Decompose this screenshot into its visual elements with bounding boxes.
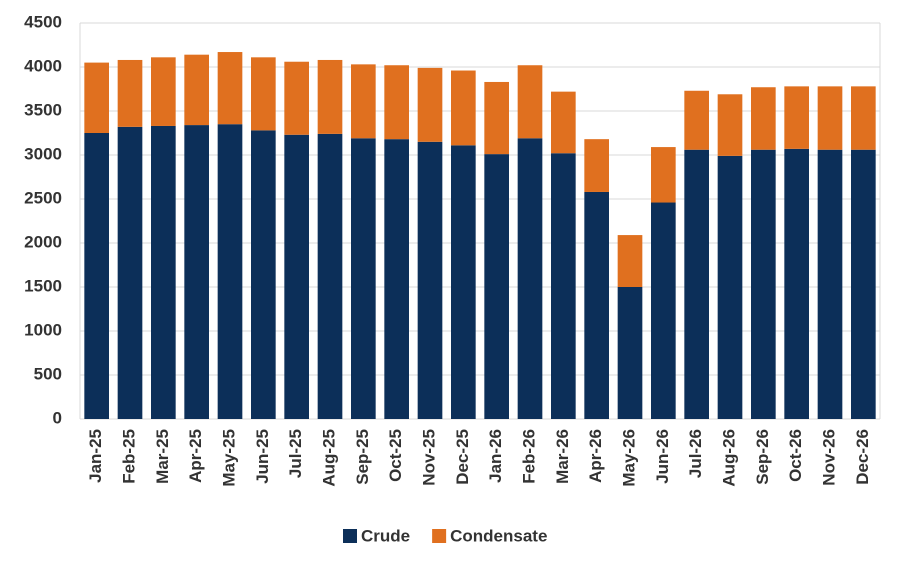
x-tick-label: Jul-25 — [286, 429, 305, 478]
x-tick-label: Feb-25 — [119, 429, 138, 484]
y-tick-label: 0 — [53, 408, 62, 427]
bar-segment — [417, 67, 443, 142]
x-tick-label: Dec-26 — [853, 429, 872, 485]
bar-segment — [284, 61, 309, 135]
bar-segment — [751, 149, 776, 419]
x-tick-label: Aug-26 — [719, 429, 738, 487]
legend-swatch — [432, 529, 447, 543]
bar-segment — [684, 90, 709, 150]
x-tick-label: Feb-26 — [519, 429, 538, 484]
bar-segment — [851, 86, 876, 150]
x-tick-label: May-25 — [219, 429, 238, 487]
bar-segment — [184, 54, 209, 126]
x-tick-label: Nov-26 — [819, 429, 838, 486]
x-tick-label: Jun-25 — [253, 429, 272, 484]
bar-segment — [284, 134, 309, 419]
bar-segment — [784, 148, 809, 419]
bar-segment — [584, 191, 609, 419]
x-tick-label: Jul-26 — [686, 429, 705, 478]
x-tick-label: Sep-25 — [353, 429, 372, 485]
bar-segment — [151, 57, 176, 126]
y-tick-label: 500 — [34, 364, 62, 383]
bar-segment — [251, 57, 276, 131]
legend-label: Condensate — [450, 526, 547, 545]
bar-segment — [417, 141, 443, 420]
bar-segment — [717, 94, 743, 156]
bar-segment — [484, 154, 509, 419]
x-tick-label: Jan-25 — [86, 429, 105, 483]
bar-segment — [317, 133, 343, 419]
bar-segment — [617, 287, 643, 419]
bar-segment — [851, 149, 876, 419]
bar-segment — [351, 138, 376, 419]
legend-swatch — [343, 529, 357, 543]
y-tick-label: 2000 — [24, 232, 62, 251]
bar-segment — [784, 86, 809, 149]
x-tick-label: Jan-26 — [486, 429, 505, 483]
y-tick-label: 3500 — [24, 100, 62, 119]
bar-segment — [84, 62, 109, 133]
x-tick-label: Sep-26 — [753, 429, 772, 485]
x-tick-label: Nov-25 — [419, 429, 438, 486]
bar-segment — [84, 133, 109, 419]
bar-segment — [717, 155, 743, 419]
bar-segment — [551, 91, 576, 154]
x-tick-label: Jun-26 — [653, 429, 672, 484]
y-tick-label: 4500 — [24, 12, 62, 31]
bar-segment — [384, 139, 409, 419]
x-tick-label: Mar-26 — [553, 429, 572, 484]
bar-segment — [117, 59, 143, 127]
bar-segment — [651, 147, 676, 203]
bar-segment — [217, 52, 243, 125]
x-tick-label: Oct-25 — [386, 429, 405, 482]
bar-segment — [651, 202, 676, 419]
bar-segment — [584, 139, 609, 192]
bar-segment — [517, 138, 543, 419]
bar-segment — [251, 130, 276, 420]
x-tick-label: Oct-26 — [786, 429, 805, 482]
bar-segment — [217, 124, 243, 419]
bar-segment — [317, 59, 343, 134]
bar-segment — [617, 235, 643, 287]
bar-segment — [451, 145, 476, 419]
y-tick-label: 3000 — [24, 144, 62, 163]
legend-label: Crude — [361, 526, 410, 545]
bar-segment — [817, 149, 843, 419]
bar-segment — [117, 126, 143, 419]
y-tick-label: 1000 — [24, 320, 62, 339]
y-tick-label: 4000 — [24, 56, 62, 75]
x-tick-label: Mar-25 — [153, 429, 172, 484]
bar-segment — [817, 86, 843, 150]
bar-segment — [551, 153, 576, 420]
bar-segment — [184, 125, 209, 419]
bar-segment — [484, 81, 509, 155]
x-tick-label: May-26 — [619, 429, 638, 487]
bar-segment — [684, 149, 709, 419]
x-tick-label: Aug-25 — [319, 429, 338, 487]
x-tick-label: Apr-26 — [586, 429, 605, 483]
bar-segment — [151, 125, 176, 420]
bar-segment — [517, 65, 543, 139]
bar-segment — [751, 87, 776, 150]
bar-segment — [351, 64, 376, 139]
y-tick-label: 2500 — [24, 188, 62, 207]
bar-segment — [384, 65, 409, 140]
bar-segment — [451, 70, 476, 146]
y-tick-label: 1500 — [24, 276, 62, 295]
x-tick-label: Dec-25 — [453, 429, 472, 485]
x-tick-label: Apr-25 — [186, 429, 205, 483]
